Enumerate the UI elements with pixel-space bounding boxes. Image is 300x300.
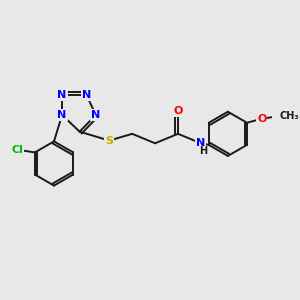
Text: N: N: [91, 110, 101, 120]
Text: Cl: Cl: [11, 145, 23, 155]
Text: H: H: [199, 146, 207, 156]
Text: S: S: [105, 136, 113, 146]
Text: N: N: [58, 90, 67, 100]
Text: N: N: [82, 90, 91, 100]
Text: O: O: [257, 114, 266, 124]
Text: N: N: [196, 138, 206, 148]
Text: O: O: [173, 106, 183, 116]
Text: CH₃: CH₃: [279, 111, 299, 121]
Text: N: N: [58, 110, 67, 120]
